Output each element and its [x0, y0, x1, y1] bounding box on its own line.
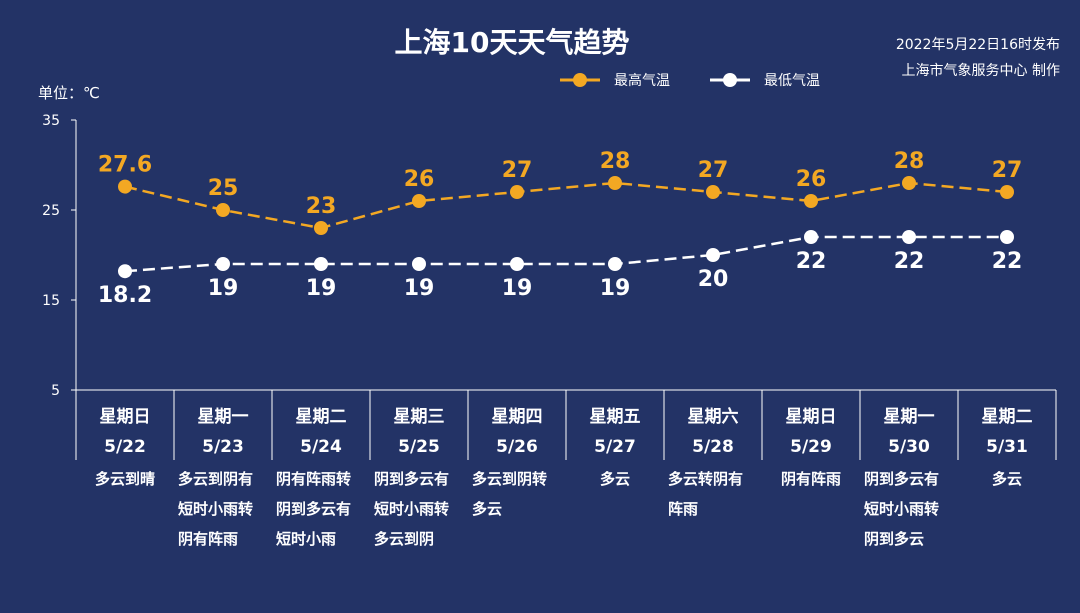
low-temp-label: 18.2	[98, 283, 152, 308]
low-temp-label: 19	[404, 276, 435, 301]
legend-high-marker	[573, 73, 587, 87]
high-temp-point	[804, 194, 818, 208]
low-temp-label: 22	[894, 249, 925, 274]
high-temp-label: 26	[796, 167, 827, 192]
weather-description: 多云到阴转	[472, 470, 547, 488]
low-temp-label: 19	[502, 276, 533, 301]
day-label: 星期二	[296, 407, 347, 427]
high-temp-label: 25	[208, 176, 239, 201]
high-temp-label: 27	[992, 158, 1023, 183]
high-temp-point	[412, 194, 426, 208]
weather-description: 阴有阵雨	[178, 530, 238, 548]
high-temp-label: 27	[698, 158, 729, 183]
date-label: 5/24	[300, 437, 342, 457]
weather-description: 多云到阴	[374, 530, 434, 548]
high-temp-point	[314, 221, 328, 235]
weather-description: 多云到阴有	[178, 470, 253, 488]
weather-description: 多云	[472, 500, 502, 518]
low-temp-point	[412, 257, 426, 271]
high-temp-point	[706, 185, 720, 199]
date-label: 5/26	[496, 437, 538, 457]
weather-description: 阵雨	[668, 500, 698, 518]
y-tick-label: 25	[42, 203, 60, 219]
day-label: 星期四	[492, 407, 543, 427]
low-temp-point	[706, 248, 720, 262]
producer-label: 上海市气象服务中心 制作	[902, 62, 1060, 79]
high-temp-label: 23	[306, 194, 337, 219]
low-temp-point	[902, 230, 916, 244]
series-layer: 27.6 25 23 26 27 28 27 26 28 27 18.2 19 19 19 19 19 20 22…	[98, 149, 1022, 308]
unit-label: 单位：℃	[38, 84, 100, 102]
category-layer: 星期日5/22多云到晴星期一5/23多云到阴有短时小雨转阴有阵雨星期二5/24阴…	[95, 406, 1033, 548]
legend-low-marker	[723, 73, 737, 87]
weather-description: 短时小雨转	[374, 500, 449, 518]
weather-description: 阴到多云有	[374, 470, 449, 488]
legend-low-label: 最低气温	[764, 73, 820, 89]
low-temp-point	[510, 257, 524, 271]
high-temp-label: 28	[894, 149, 925, 174]
publish-time: 2022年5月22日16时发布	[896, 37, 1060, 53]
low-temp-label: 20	[698, 267, 729, 292]
legend-high-label: 最高气温	[614, 72, 670, 89]
weather-description: 多云到晴	[95, 470, 155, 488]
date-label: 5/22	[104, 437, 146, 457]
low-temp-point	[118, 264, 132, 279]
high-temp-point	[118, 179, 132, 194]
date-label: 5/25	[398, 437, 440, 457]
high-temp-label: 27.6	[98, 153, 152, 178]
low-temp-point	[1000, 230, 1014, 244]
weather-description: 多云	[992, 470, 1022, 488]
weather-description: 多云	[600, 470, 630, 488]
high-temp-point	[510, 185, 524, 199]
date-label: 5/27	[594, 437, 636, 457]
low-temp-point	[804, 230, 818, 244]
low-temp-point	[608, 257, 622, 271]
date-label: 5/30	[888, 437, 930, 457]
low-temp-point	[216, 257, 230, 271]
high-temp-line	[124, 181, 1008, 230]
low-temp-label: 19	[208, 276, 239, 301]
high-temp-label: 27	[502, 158, 533, 183]
legend: 最高气温 最低气温	[560, 72, 820, 89]
weather-description: 短时小雨转	[864, 500, 939, 518]
day-label: 星期一	[884, 407, 935, 427]
weather-description: 阴到多云	[864, 530, 924, 548]
date-label: 5/31	[986, 437, 1028, 457]
axes: 5 15 25 35	[42, 113, 1057, 460]
low-temp-label: 19	[306, 276, 337, 301]
high-temp-point	[216, 203, 230, 217]
day-label: 星期二	[982, 407, 1033, 427]
day-label: 星期六	[688, 406, 739, 427]
day-label: 星期五	[590, 407, 641, 427]
high-temp-label: 28	[600, 149, 631, 174]
high-temp-point	[1000, 185, 1014, 199]
chart-title: 上海10天天气趋势	[395, 26, 630, 59]
date-label: 5/23	[202, 437, 244, 457]
weather-description: 多云转阴有	[668, 470, 743, 488]
high-temp-label: 26	[404, 167, 435, 192]
date-label: 5/29	[790, 437, 832, 457]
weather-description: 短时小雨	[276, 530, 336, 548]
weather-description: 短时小雨转	[178, 500, 253, 518]
weather-description: 阴有阵雨	[781, 470, 841, 488]
weather-description: 阴到多云有	[864, 470, 939, 488]
weather-description: 阴有阵雨转	[276, 470, 351, 488]
weather-description: 阴到多云有	[276, 500, 351, 518]
low-temp-point	[314, 257, 328, 271]
low-temp-label: 19	[600, 276, 631, 301]
day-label: 星期日	[786, 407, 837, 427]
low-temp-label: 22	[992, 249, 1023, 274]
y-tick-label: 35	[42, 113, 60, 129]
y-tick-label: 15	[42, 293, 60, 309]
day-label: 星期一	[198, 407, 249, 427]
low-temp-line	[124, 235, 1007, 273]
high-temp-point	[902, 176, 916, 190]
low-temp-label: 22	[796, 249, 827, 274]
high-temp-point	[608, 176, 622, 190]
day-label: 星期三	[394, 407, 445, 427]
date-label: 5/28	[692, 437, 734, 457]
day-label: 星期日	[100, 407, 151, 427]
y-tick-label: 5	[51, 383, 60, 399]
